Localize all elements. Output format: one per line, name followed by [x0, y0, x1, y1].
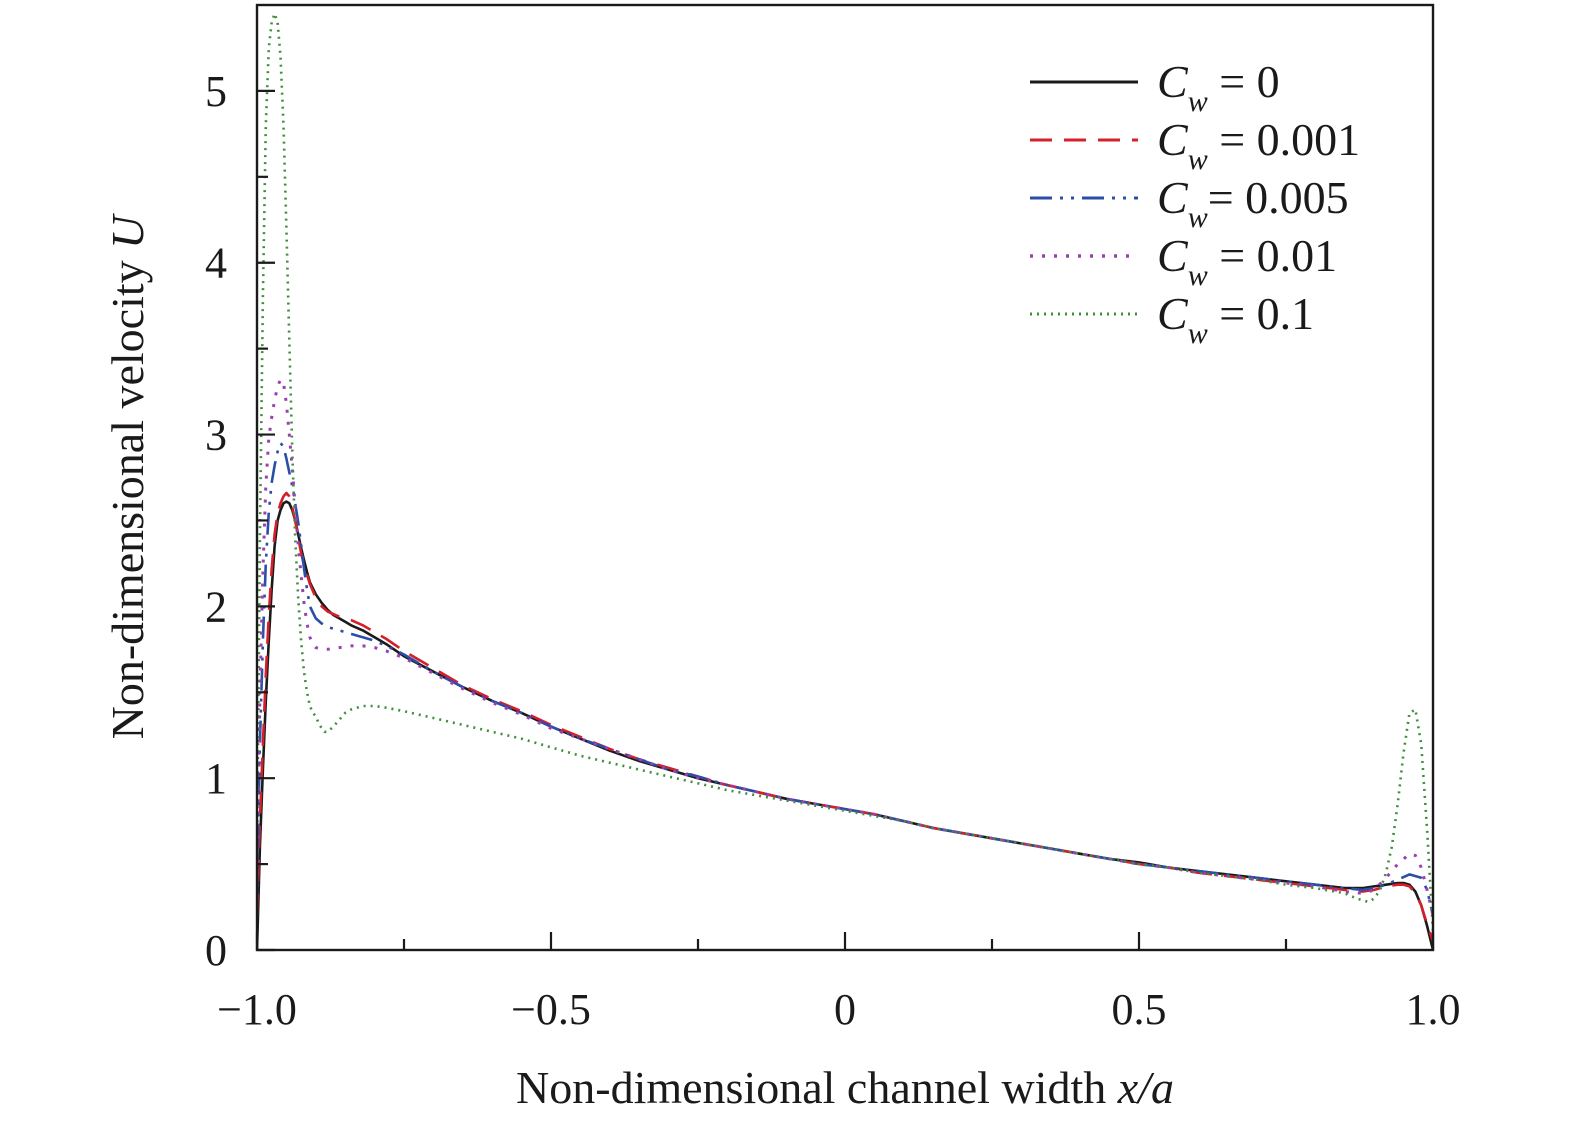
- y-tick-label: 5: [205, 67, 227, 116]
- legend-subscript: w: [1188, 143, 1208, 176]
- y-tick-label: 4: [205, 239, 227, 288]
- plot-series-group: [257, 12, 1433, 950]
- legend-subscript: w: [1188, 85, 1208, 118]
- series-line-4: [257, 12, 1433, 933]
- y-axis-title: Non-dimensional velocity U: [102, 213, 153, 740]
- series-line-3: [257, 378, 1433, 916]
- y-axis-title-text: Non-dimensional velocity: [102, 249, 153, 740]
- legend-value: = 0: [1208, 56, 1280, 107]
- x-tick-label: −0.5: [511, 985, 591, 1034]
- legend-value: = 0.1: [1208, 288, 1314, 339]
- y-tick-label: 3: [205, 411, 227, 460]
- x-axis-title: Non-dimensional channel width x/a: [516, 1062, 1174, 1113]
- legend-symbol: C: [1157, 56, 1189, 107]
- axis-tick-labels-group: −1.0 −0.5 0 0.5 1.0 0 1 2 3 4 5: [205, 67, 1461, 1034]
- legend-value: = 0.01: [1208, 230, 1337, 281]
- legend-label-1: Cw = 0.001: [1157, 114, 1360, 176]
- y-axis-title-variable: U: [102, 213, 153, 249]
- legend-label-0: Cw = 0: [1157, 56, 1280, 118]
- x-tick-label: 1.0: [1406, 985, 1461, 1034]
- legend-label-3: Cw = 0.01: [1157, 230, 1337, 292]
- legend-symbol: C: [1157, 172, 1189, 223]
- series-line-2: [257, 441, 1433, 916]
- legend-subscript: w: [1188, 259, 1208, 292]
- legend-subscript: w: [1188, 317, 1208, 350]
- legend-symbol: C: [1157, 288, 1189, 339]
- legend-value: = 0.001: [1208, 114, 1360, 165]
- legend-label-4: Cw = 0.1: [1157, 288, 1314, 350]
- x-tick-label: −1.0: [217, 985, 297, 1034]
- series-line-0: [257, 500, 1433, 950]
- legend-label-2: Cw= 0.005: [1157, 172, 1349, 234]
- legend-symbol: C: [1157, 114, 1189, 165]
- legend-symbol: C: [1157, 230, 1189, 281]
- legend-value: = 0.005: [1208, 172, 1349, 223]
- x-tick-label: 0: [834, 985, 856, 1034]
- y-tick-label: 0: [205, 926, 227, 975]
- axis-ticks-group: [255, 89, 1435, 952]
- x-axis-title-variable: x/a: [1117, 1062, 1174, 1113]
- x-axis-title-text: Non-dimensional channel width: [516, 1062, 1118, 1113]
- y-tick-label: 2: [205, 582, 227, 631]
- legend-subscript: w: [1188, 201, 1208, 234]
- x-tick-label: 0.5: [1112, 985, 1167, 1034]
- y-tick-label: 1: [205, 754, 227, 803]
